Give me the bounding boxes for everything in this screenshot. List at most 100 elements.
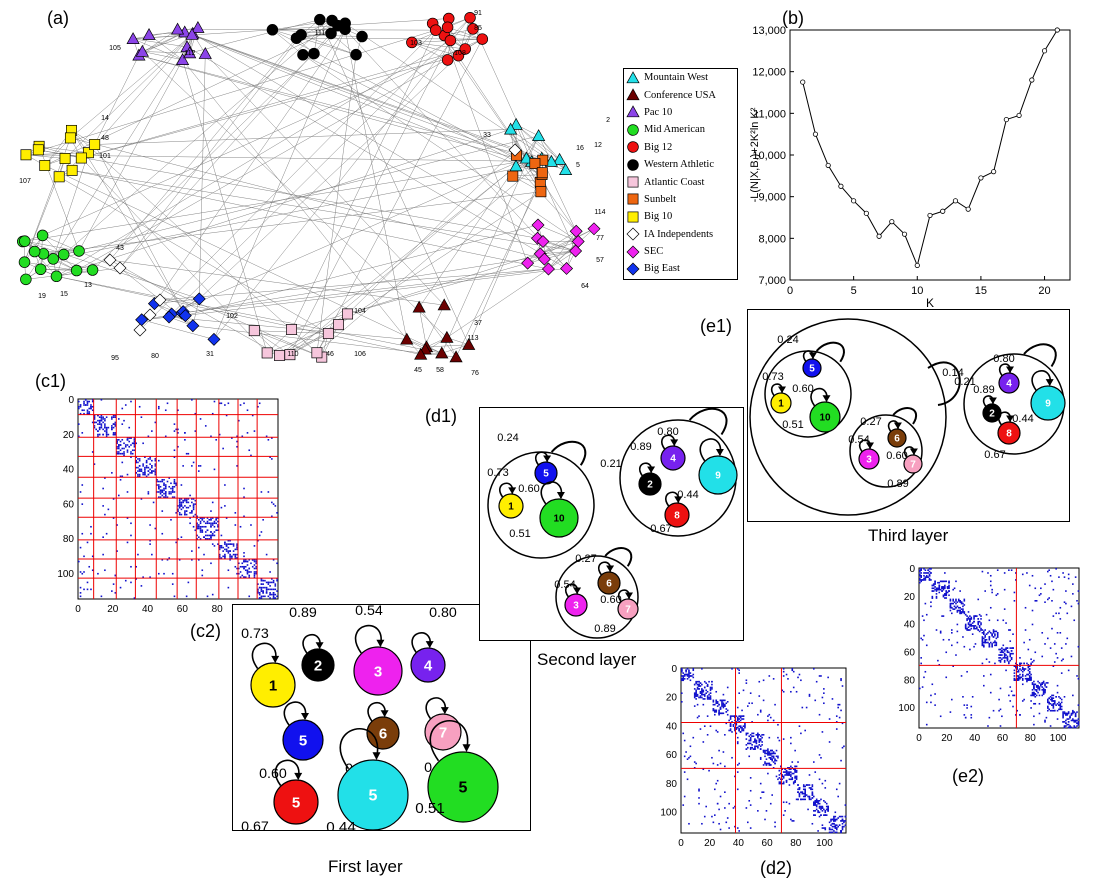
matrix-dot xyxy=(754,739,756,742)
network-edge xyxy=(64,34,193,159)
matrix-dot xyxy=(981,636,984,638)
matrix-dot xyxy=(728,827,730,829)
matrix-dot xyxy=(788,778,791,781)
matrix-dot xyxy=(709,695,712,697)
matrix-dot xyxy=(144,456,146,458)
matrix-dot xyxy=(1056,718,1059,720)
network-edge xyxy=(186,46,567,269)
matrix-dot xyxy=(919,577,921,580)
matrix-dot xyxy=(765,764,768,766)
matrix-dot xyxy=(159,485,162,488)
matrix-dot xyxy=(702,741,705,743)
matrix-dot xyxy=(257,583,259,585)
matrix-dot xyxy=(264,579,266,582)
matrix-dot xyxy=(199,529,202,532)
matrix-dot xyxy=(1065,719,1067,722)
matrix-dot xyxy=(833,822,835,825)
matrix-dot xyxy=(960,612,963,615)
legend-label: Western Athletic xyxy=(644,159,715,171)
matrix-dot xyxy=(951,606,953,609)
matrix-dot xyxy=(198,519,200,521)
matrix-dot xyxy=(956,623,959,626)
matrix-dot xyxy=(151,430,153,432)
network-node xyxy=(192,292,206,306)
matrix-dot xyxy=(945,593,948,595)
matrix-dot xyxy=(253,560,256,563)
matrix-dot xyxy=(683,675,686,677)
data-point xyxy=(914,262,920,269)
matrix-dot xyxy=(724,705,726,707)
matrix-dot xyxy=(973,627,975,630)
matrix-dot xyxy=(820,814,822,816)
matrix-dot xyxy=(149,456,151,458)
matrix-dot xyxy=(220,545,223,547)
network-node-number: 111 xyxy=(315,30,326,37)
matrix-dot xyxy=(981,662,984,665)
matrix-dot xyxy=(258,586,261,589)
matrix-dot xyxy=(166,480,169,483)
matrix-dot xyxy=(952,588,954,591)
matrix-dot xyxy=(178,499,181,502)
matrix-dot xyxy=(1027,673,1030,676)
matrix-dot xyxy=(685,751,687,753)
matrix-dot xyxy=(969,623,971,626)
matrix-dot xyxy=(701,692,703,694)
network-edge xyxy=(56,276,442,354)
matrix-dot xyxy=(924,670,927,673)
matrix-dot xyxy=(703,698,706,700)
matrix-dot xyxy=(792,820,795,822)
matrix-dot xyxy=(1055,652,1057,655)
matrix-dot xyxy=(1072,712,1074,715)
matrix-dot xyxy=(780,765,782,768)
matrix-dot xyxy=(749,738,752,740)
matrix-dot xyxy=(977,620,980,623)
matrix-dot xyxy=(243,567,245,570)
matrix-dot xyxy=(925,576,928,578)
matrix-dot xyxy=(201,569,204,572)
matrix-dot xyxy=(116,451,118,453)
matrix-dot xyxy=(944,597,946,599)
matrix-dot xyxy=(810,798,812,801)
matrix-dot xyxy=(734,728,736,730)
matrix-dot xyxy=(1044,583,1046,585)
matrix-dot xyxy=(191,498,193,500)
matrix-dot xyxy=(239,404,242,406)
matrix-dot xyxy=(1044,684,1046,687)
matrix-dot xyxy=(818,675,821,677)
matrix-dot xyxy=(751,735,753,738)
matrix-dot xyxy=(726,686,729,689)
matrix-dot xyxy=(695,680,697,683)
matrix-dot xyxy=(206,595,209,598)
matrix-dot xyxy=(1015,579,1017,581)
matrix-dot xyxy=(1008,629,1010,631)
matrix-dot xyxy=(79,546,82,549)
node-weight: 0.89 xyxy=(887,478,908,490)
matrix-dot xyxy=(1059,632,1062,634)
matrix-dot xyxy=(966,704,968,706)
matrix-dot xyxy=(769,749,772,752)
matrix-dot xyxy=(920,568,922,570)
matrix-dot xyxy=(105,433,108,436)
matrix-dot xyxy=(1049,574,1052,577)
matrix-dot xyxy=(152,470,155,472)
matrix-y-tick: 40 xyxy=(904,620,916,631)
matrix-dot xyxy=(744,723,746,726)
network-edge xyxy=(109,38,297,261)
matrix-dot xyxy=(83,402,85,405)
matrix-dot xyxy=(133,449,136,452)
matrix-dot xyxy=(1059,705,1062,708)
matrix-dot xyxy=(987,632,989,634)
matrix-dot xyxy=(686,675,689,677)
matrix-dot xyxy=(244,565,247,568)
matrix-dot xyxy=(715,711,718,713)
matrix-dot xyxy=(243,555,245,558)
matrix-dot xyxy=(944,572,946,574)
cluster-number: 5 xyxy=(292,794,300,811)
matrix-dot xyxy=(984,634,986,637)
matrix-dot xyxy=(276,579,278,582)
matrix-dot xyxy=(1038,712,1041,715)
matrix-dot xyxy=(1033,683,1035,686)
matrix-dot xyxy=(966,627,968,630)
matrix-dot xyxy=(1028,584,1031,587)
matrix-dot xyxy=(962,608,964,610)
